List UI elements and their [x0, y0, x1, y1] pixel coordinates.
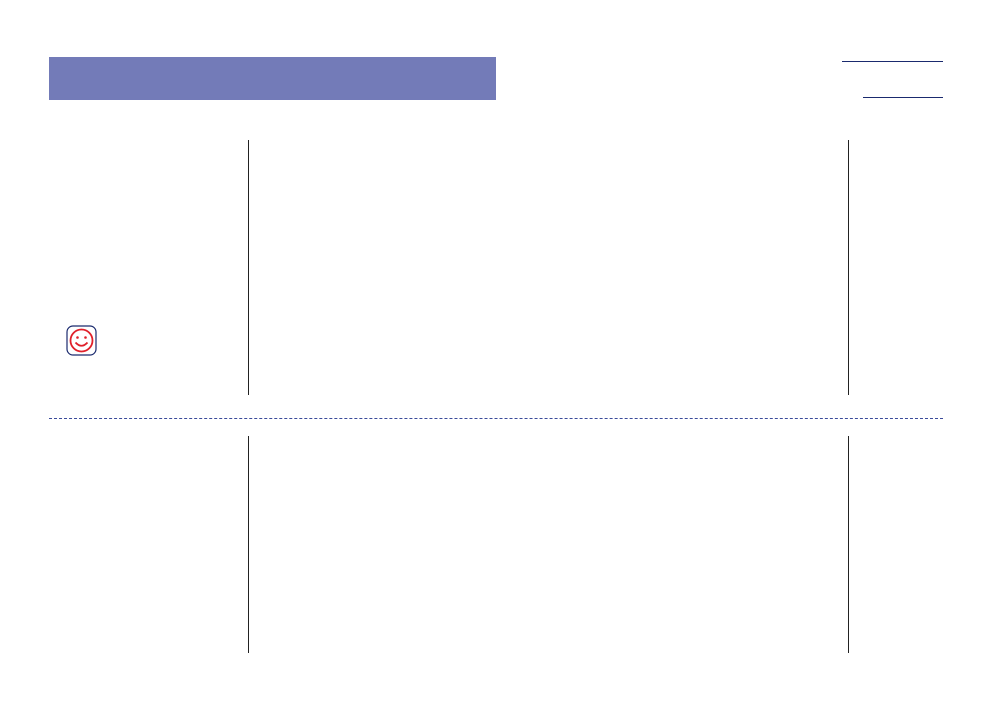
column-divider-left-top [248, 140, 249, 395]
section-divider [49, 418, 943, 419]
column-divider-left-bottom [248, 436, 249, 653]
header-link-bottom[interactable] [863, 97, 943, 102]
smiley-face-icon[interactable] [66, 325, 97, 356]
header-bar [49, 57, 496, 100]
column-divider-right-bottom [848, 436, 849, 653]
header-link-top[interactable] [842, 61, 943, 66]
column-divider-right-top [848, 140, 849, 395]
